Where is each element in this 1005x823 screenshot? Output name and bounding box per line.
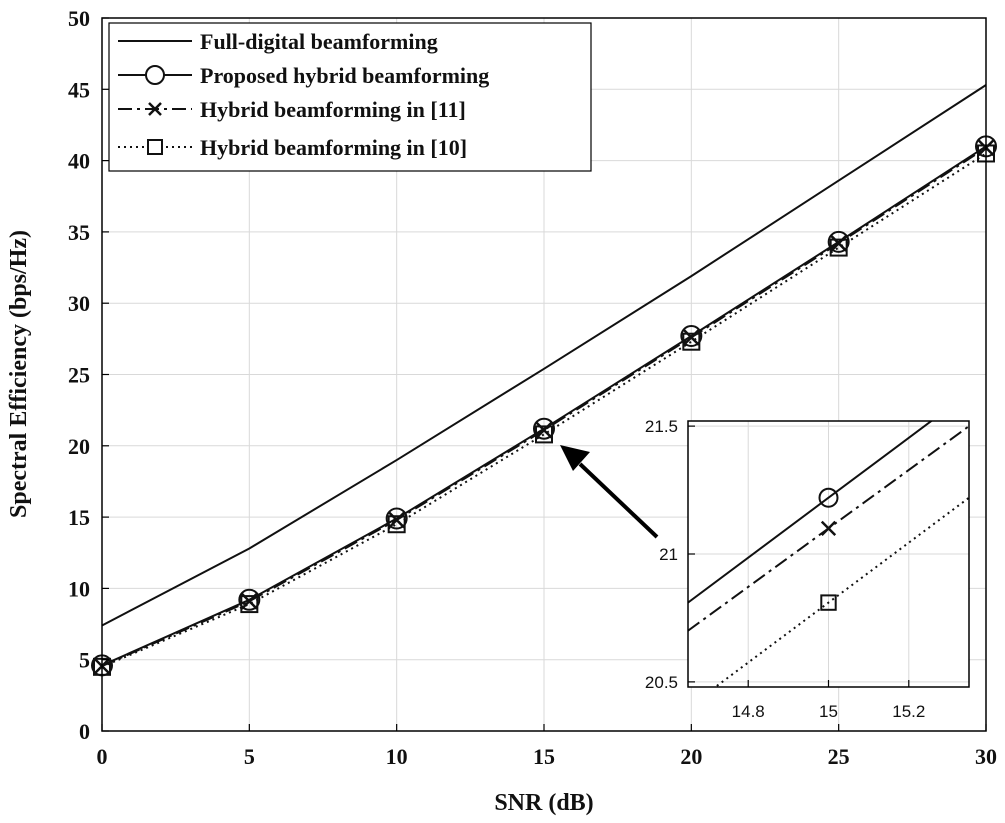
y-tick-label: 20 xyxy=(68,434,90,459)
legend-box xyxy=(108,22,592,172)
data-point-square xyxy=(829,238,848,257)
series-line-0 xyxy=(102,84,986,627)
x-axis-title: SNR (dB) xyxy=(494,790,593,816)
y-tick-label: 45 xyxy=(68,77,90,102)
data-point-x xyxy=(820,520,837,537)
zoom-arrow xyxy=(560,445,659,539)
data-point-square xyxy=(820,594,837,611)
y-tick-label: 21.5 xyxy=(645,417,678,436)
y-tick-label: 30 xyxy=(68,291,90,316)
y-tick-label: 40 xyxy=(68,149,90,174)
legend-label-proposed: Proposed hybrid beamforming xyxy=(200,63,489,88)
y-tick-label: 0 xyxy=(79,719,90,744)
data-point-circle xyxy=(827,230,850,253)
y-tick-label: 20.5 xyxy=(645,673,678,692)
data-point-square xyxy=(682,332,701,351)
data-point-square xyxy=(535,425,553,444)
zoom-arrow-shaft xyxy=(578,462,659,539)
y-tick-label: 21 xyxy=(659,545,678,564)
data-point-x xyxy=(388,511,406,529)
x-tick-label: 10 xyxy=(386,744,408,769)
y-tick-label: 35 xyxy=(68,220,90,245)
zoom-arrow-head xyxy=(560,445,590,471)
legend: Full-digital beamforming Proposed hybrid… xyxy=(108,22,592,172)
series-line-0 xyxy=(688,421,933,604)
legend-marker-x xyxy=(148,102,162,116)
x-tick-label: 14.8 xyxy=(732,702,765,721)
inset-ticks: 14.8 15 15.2 20.5 21 21.5 xyxy=(645,417,925,721)
legend-marker-circle xyxy=(145,65,165,85)
data-point-square xyxy=(387,515,406,534)
x-tick-label: 15 xyxy=(533,744,555,769)
legend-label-hybrid-10: Hybrid beamforming in [10] xyxy=(200,135,467,160)
main-ticks: 0 5 10 15 20 25 30 0 5 10 15 20 25 30 35 40 45 50 xyxy=(68,6,997,769)
x-tick-label: 5 xyxy=(244,744,255,769)
series-line-2 xyxy=(713,496,969,687)
legend-label-full-digital: Full-digital beamforming xyxy=(200,29,438,54)
y-axis-title: Spectral Efficiency (bps/Hz) xyxy=(6,230,32,518)
data-point-circle xyxy=(385,507,408,530)
legend-label-hybrid-11: Hybrid beamforming in [11] xyxy=(200,97,466,122)
legend-marker-square xyxy=(147,139,163,155)
x-tick-label: 20 xyxy=(680,744,702,769)
x-tick-label: 15.2 xyxy=(892,702,925,721)
y-tick-label: 15 xyxy=(68,505,90,530)
y-tick-label: 50 xyxy=(68,6,90,31)
inset-series xyxy=(688,421,969,687)
data-point-square xyxy=(240,595,259,614)
x-tick-label: 0 xyxy=(97,744,108,769)
data-point-x xyxy=(830,234,848,252)
data-point-x xyxy=(535,421,553,439)
data-point-circle xyxy=(238,588,261,611)
y-tick-label: 10 xyxy=(68,576,90,601)
data-point-x xyxy=(682,329,700,346)
y-tick-label: 25 xyxy=(68,363,90,388)
main-series xyxy=(91,84,997,677)
x-tick-label: 15 xyxy=(819,702,838,721)
y-tick-label: 5 xyxy=(79,648,90,673)
x-tick-label: 25 xyxy=(828,744,850,769)
data-point-circle xyxy=(818,487,839,508)
x-tick-label: 30 xyxy=(975,744,997,769)
